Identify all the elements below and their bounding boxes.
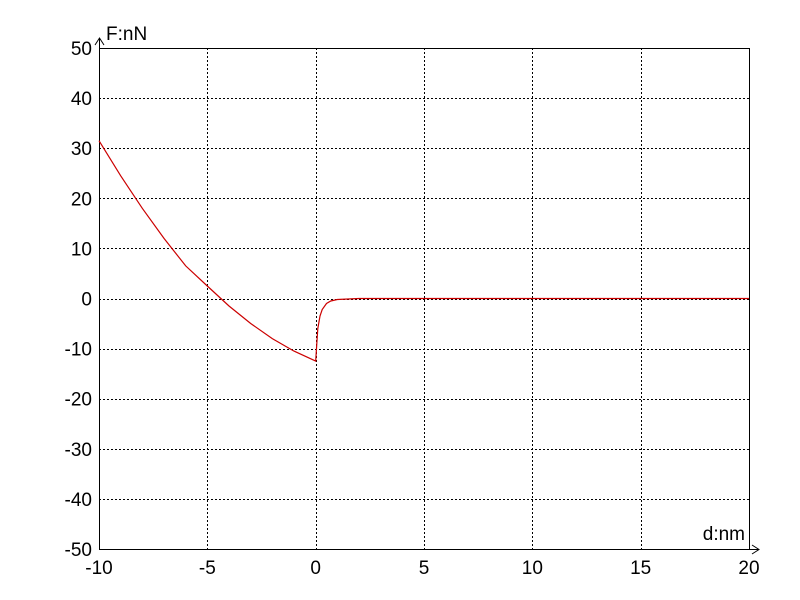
x-tick-label: -10 [85, 558, 112, 579]
y-axis-label: F:nN [106, 24, 147, 45]
y-tick-label: -30 [65, 440, 92, 461]
x-axis-arrowhead [751, 544, 760, 555]
plot-frame [99, 48, 750, 550]
grid [99, 48, 749, 549]
y-tick-label: 30 [71, 139, 92, 160]
y-tick-label: -10 [65, 340, 92, 361]
y-tick-label: -50 [65, 540, 92, 561]
y-tick-label: 50 [71, 39, 92, 60]
x-tick-labels: -10 -5 0 5 10 15 20 [85, 558, 759, 579]
x-axis-label: d:nm [703, 524, 745, 545]
x-tick-label: 0 [310, 558, 321, 579]
x-tick-label: -5 [199, 558, 216, 579]
x-tick-label: 10 [522, 558, 543, 579]
axis-arrows [94, 37, 760, 555]
series [98, 140, 749, 363]
y-tick-label: -20 [65, 390, 92, 411]
y-tick-label: 20 [71, 189, 92, 210]
y-axis-arrowhead [94, 37, 105, 46]
series-line [98, 140, 749, 363]
y-tick-labels: -50 -40 -30 -20 -10 0 10 20 30 40 50 [65, 39, 92, 561]
x-tick-label: 15 [630, 558, 651, 579]
y-tick-label: 0 [81, 290, 92, 311]
x-tick-label: 5 [419, 558, 430, 579]
y-tick-label: 40 [71, 89, 92, 110]
y-tick-label: 10 [71, 239, 92, 260]
x-tick-label: 20 [738, 558, 759, 579]
y-tick-label: -40 [65, 490, 92, 511]
